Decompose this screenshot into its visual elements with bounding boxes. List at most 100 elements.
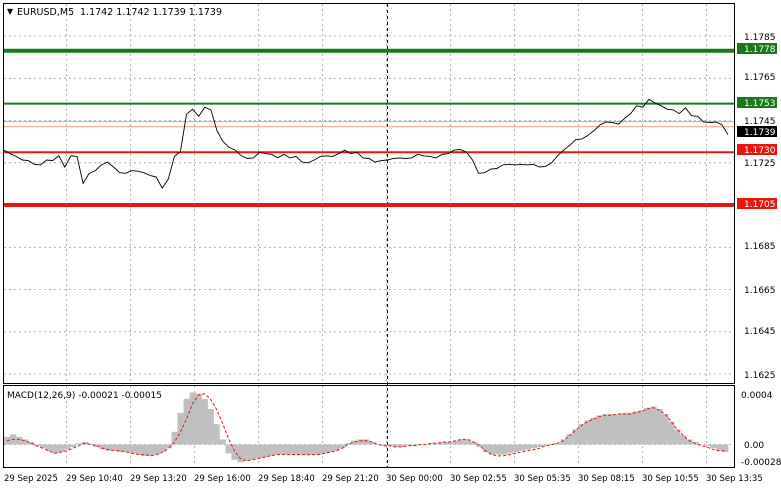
macd-bar [470,442,478,445]
macd-bar [123,444,131,453]
level-tag-label: 1.1778 [744,45,776,55]
price-plot-area[interactable] [3,3,735,384]
macd-tick-label: -0.00028 [741,458,781,468]
macd-bar [716,444,723,451]
macd-tick-label: 0.00 [744,441,764,451]
macd-bar [291,444,298,455]
macd-bar [608,414,615,445]
macd-bar [33,444,41,446]
time-label: 30 Sep 02:55 [450,474,507,484]
macd-bar [722,444,729,453]
time-label: 29 Sep 2025 [4,474,58,484]
macd-bar [111,444,119,451]
macd-bar [315,444,322,455]
level-tag-res2 [737,43,777,54]
macd-bar [686,439,693,445]
macd-bar [201,398,208,445]
macd-bar [386,444,394,446]
macd-bar [183,398,190,445]
price-grid [4,4,734,383]
macd-bar [22,439,29,445]
macd-bar [297,444,304,455]
support-resistance-levels [4,48,734,207]
time-axis[interactable]: 29 Sep 2025 29 Sep 10:40 29 Sep 13:20 29… [4,474,763,484]
macd-bar [351,440,358,445]
macd-bar [51,444,59,454]
price-tick-label: 1.1685 [744,242,776,252]
level-tag-sup1 [737,144,777,155]
macd-bar [147,444,154,456]
macd-bar [63,444,71,450]
level-tag-label: 1.1730 [744,146,776,156]
macd-bar [255,444,262,459]
macd-bar [207,409,214,445]
macd-bar [16,436,23,445]
time-label: 30 Sep 10:55 [642,474,699,484]
macd-bar [590,417,597,445]
macd-bar [680,435,687,445]
macd-bar [243,444,250,461]
current-price-label: 1.1739 [744,128,776,138]
macd-bar [506,444,513,454]
macd-bar [345,443,352,445]
macd-bar [339,444,346,449]
macd-bar [357,439,364,445]
macd-bar [93,444,101,447]
chart-header: ▼ EURUSD,M5 1.1742 1.1742 1.1739 1.1739 [7,7,222,18]
macd-bar [45,444,53,451]
level-tags: 1.1778 1.1753 1.1730 1.1705 1.1739 [737,43,777,210]
macd-bar [195,393,202,445]
macd-bar [375,444,382,445]
macd-bar [309,444,316,455]
level-tag-label: 1.1705 [744,200,776,210]
macd-bar [75,443,83,445]
macd-bar [440,442,448,445]
macd-bar [458,439,466,445]
price-series [3,98,729,189]
macd-bar [554,443,561,445]
macd-bar [39,444,47,449]
macd-bar [644,407,651,445]
macd-bar [662,414,669,445]
macd-bar [428,443,436,445]
macd-bar [500,444,507,455]
macd-bar [171,431,178,445]
macd-bar [488,444,496,455]
macd-bar [363,439,370,445]
time-label: 30 Sep 13:35 [706,474,763,484]
macd-bar [333,444,340,451]
price-axis[interactable]: 1.1785 1.1765 1.1745 1.1725 1.1685 1.166… [744,33,776,381]
level-tag-sup2 [737,198,777,209]
macd-bar [392,444,400,447]
macd-bar [410,444,418,446]
macd-bar [57,444,65,453]
menu-arrow-icon[interactable]: ▼ [7,7,14,16]
macd-bar [159,444,166,453]
macd-histogram [4,392,729,463]
macd-bar [602,414,609,445]
macd-bar [381,444,388,446]
macd-bar [674,429,681,445]
time-label: 29 Sep 16:00 [194,474,251,484]
macd-bar [225,444,232,454]
macd-bar [219,439,226,445]
macd-bar [656,409,663,445]
macd-bar [464,439,472,445]
macd-bar [141,444,148,456]
macd-bar [482,444,490,453]
macd-signal-series [6,393,725,462]
macd-bar [404,444,412,446]
macd-bar [650,406,657,445]
macd-bar [560,439,567,445]
macd-bar [626,412,633,445]
time-label: 30 Sep 08:15 [578,474,635,484]
price-tick-label: 1.1625 [744,371,776,381]
macd-bar [117,444,125,453]
macd-bar [249,444,256,460]
current-price-tag [737,126,777,137]
macd-bar [398,444,406,447]
macd-bar [99,444,107,450]
ohlc-values: 1.1742 1.1742 1.1739 1.1739 [80,7,222,18]
macd-bar [494,444,501,455]
